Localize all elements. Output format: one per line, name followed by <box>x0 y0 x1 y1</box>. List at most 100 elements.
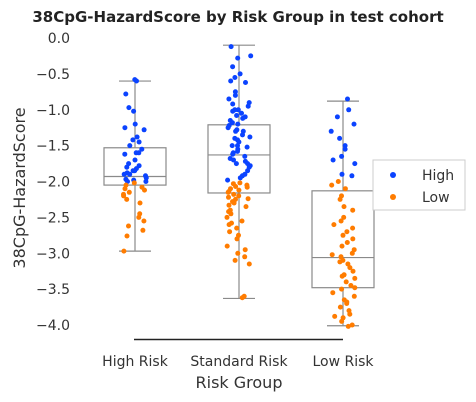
data-point-low <box>231 200 237 206</box>
data-point-low <box>232 257 238 263</box>
data-point-high <box>130 137 136 143</box>
data-point-low <box>340 232 346 238</box>
data-point-low <box>235 250 241 256</box>
x-axis-label: Risk Group <box>196 373 283 392</box>
data-point-low <box>224 214 230 220</box>
data-point-low <box>227 229 233 235</box>
data-point-low <box>350 207 356 213</box>
data-point-low <box>352 275 358 281</box>
data-point-high <box>230 151 236 157</box>
data-point-low <box>124 233 130 239</box>
data-point-low <box>352 285 358 291</box>
data-point-high <box>245 168 251 174</box>
data-point-high <box>132 121 138 127</box>
data-point-low <box>137 200 143 206</box>
data-point-low <box>226 209 232 215</box>
data-point-low <box>231 191 237 197</box>
data-point-high <box>235 148 240 154</box>
data-point-low <box>226 202 232 208</box>
data-point-high <box>349 173 355 179</box>
data-point-low <box>329 252 335 258</box>
data-point-low <box>341 214 347 220</box>
data-point-high <box>126 105 132 111</box>
data-point-low <box>342 186 348 192</box>
data-point-high <box>121 171 127 177</box>
data-point-low <box>121 191 126 197</box>
data-point-high <box>124 164 130 170</box>
data-point-high <box>237 71 243 77</box>
data-point-low <box>229 220 234 226</box>
data-point-high <box>232 75 238 80</box>
data-point-low <box>337 304 343 310</box>
data-point-high <box>342 143 348 149</box>
data-point-low <box>329 182 335 188</box>
legend-marker-high <box>390 172 396 178</box>
data-point-high <box>132 157 138 163</box>
data-point-high <box>240 115 246 121</box>
data-point-high <box>351 121 357 127</box>
data-point-low <box>331 222 337 228</box>
data-point-low <box>344 240 350 245</box>
data-point-high <box>133 150 139 156</box>
data-point-low <box>344 229 350 235</box>
y-tick-label: 0.0 <box>48 31 70 47</box>
data-point-high <box>235 143 240 149</box>
data-point-low <box>233 184 239 189</box>
data-point-low <box>237 180 243 186</box>
data-point-high <box>134 134 140 140</box>
data-point-high <box>243 80 248 85</box>
data-point-low <box>126 189 132 195</box>
data-point-high <box>141 127 147 133</box>
x-tick-label: Low Risk <box>312 354 374 370</box>
data-point-low <box>350 268 356 274</box>
data-point-low <box>337 196 343 202</box>
data-point-low <box>126 223 131 229</box>
data-point-low <box>350 225 356 231</box>
data-point-low <box>226 194 231 200</box>
data-point-high <box>226 96 232 102</box>
data-point-high <box>229 143 235 149</box>
data-point-low <box>349 250 355 256</box>
data-point-low <box>246 261 252 267</box>
x-tick-label: Standard Risk <box>190 354 288 370</box>
legend-label-high: High <box>422 168 454 184</box>
data-point-high <box>240 132 245 138</box>
data-point-low <box>140 227 146 233</box>
data-point-low <box>136 214 142 220</box>
data-point-low <box>330 290 336 296</box>
data-point-low <box>122 186 128 192</box>
data-point-high <box>339 171 345 177</box>
data-point-high <box>122 151 128 157</box>
data-point-high <box>143 179 149 184</box>
data-point-low <box>131 180 137 186</box>
data-point-low <box>141 218 147 224</box>
legend-box <box>372 159 466 211</box>
y-axis-ticks: 0.0 −0.5 −1.0 −1.5 −2.0 −2.5 −3.0 −3.5 −4.0 <box>36 31 70 334</box>
data-point-high <box>247 134 253 140</box>
y-tick-label: −2.0 <box>36 175 70 191</box>
data-point-high <box>237 175 243 181</box>
boxplot <box>207 44 271 300</box>
data-point-high <box>136 139 142 145</box>
data-point-low <box>338 218 344 224</box>
data-point-low <box>239 295 245 301</box>
data-point-high <box>337 135 343 141</box>
data-point-high <box>235 107 241 113</box>
data-point-high <box>134 78 139 84</box>
data-point-low <box>350 236 356 242</box>
data-point-high <box>232 107 238 113</box>
data-point-high <box>230 101 236 107</box>
data-point-high <box>342 146 348 152</box>
y-tick-label: −2.5 <box>36 210 70 226</box>
data-point-low <box>236 193 242 199</box>
data-point-high <box>242 153 248 159</box>
data-point-high <box>225 177 231 183</box>
data-point-high <box>330 157 336 163</box>
legend-marker-low <box>390 194 396 200</box>
data-point-high <box>328 128 334 134</box>
legend-label-low: Low <box>422 190 450 206</box>
data-point-low <box>341 204 347 210</box>
data-point-high <box>233 128 239 134</box>
